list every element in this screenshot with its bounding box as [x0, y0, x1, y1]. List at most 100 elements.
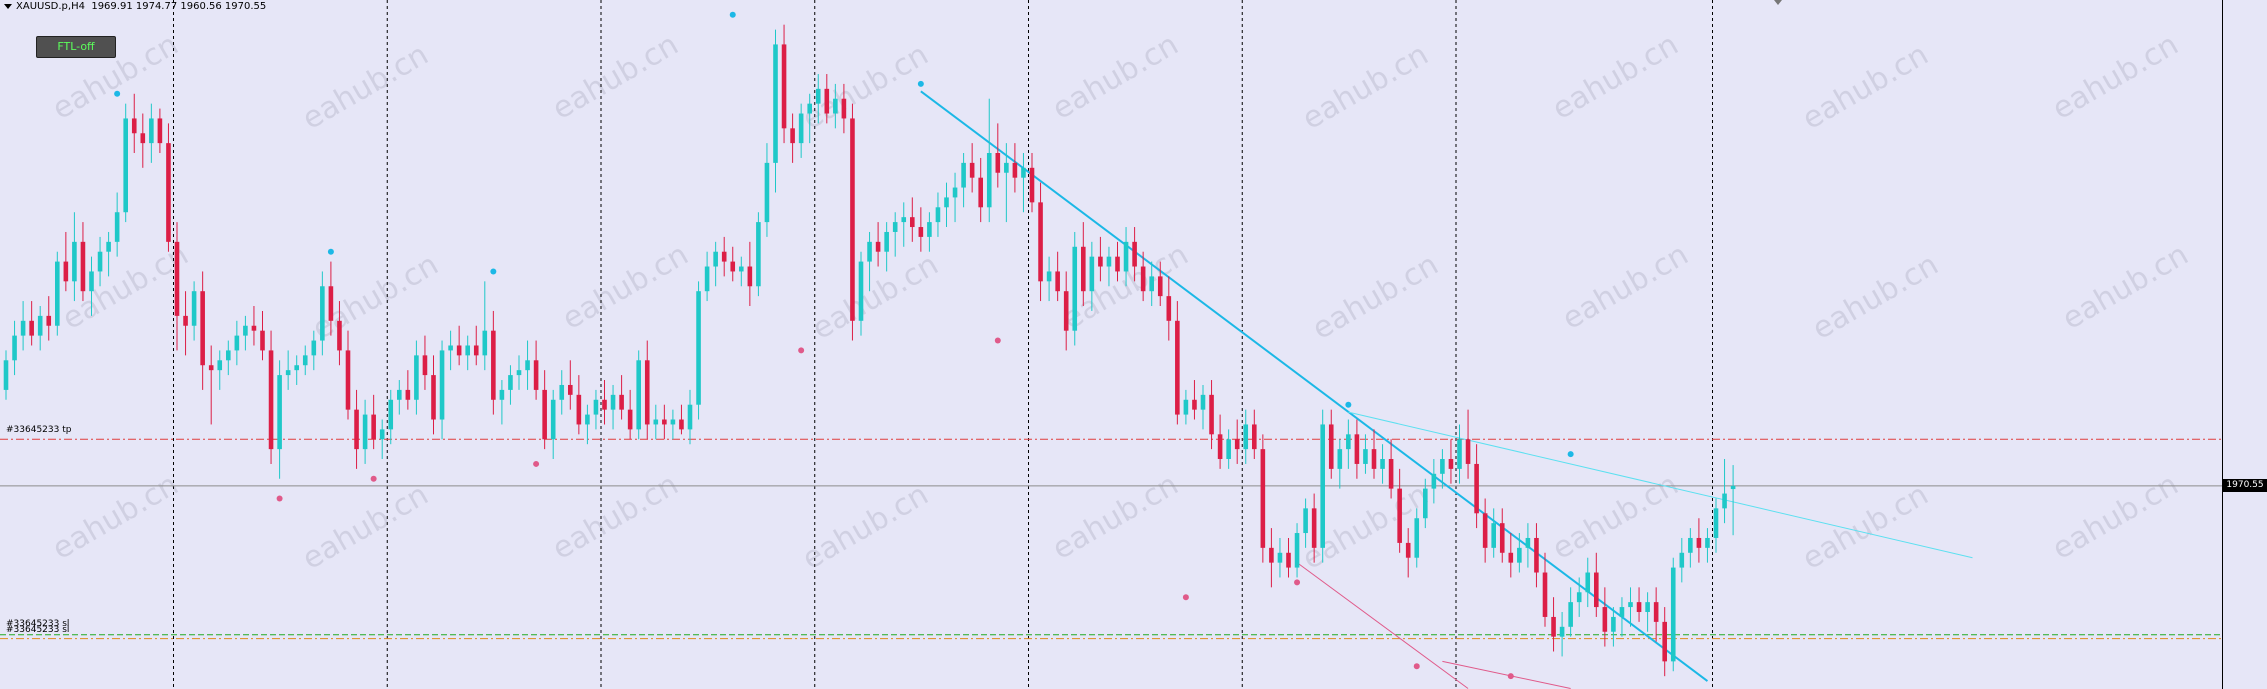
candle-body-bear: [602, 399, 607, 410]
candle-body-bull: [55, 261, 60, 326]
watermark-text: eahub.cn: [1297, 37, 1435, 137]
candle-body-bull: [1705, 537, 1710, 548]
candle-body-bear: [491, 330, 496, 400]
candle-body-bear: [157, 118, 163, 144]
candle-body-bear: [1209, 394, 1214, 435]
candle-body-bull: [739, 266, 744, 272]
candle-body-bull: [1200, 394, 1206, 410]
candle-body-bear: [978, 177, 983, 208]
candle-body-bull: [1431, 473, 1437, 489]
candle-body-bull: [243, 325, 248, 336]
candle-body-bull: [1123, 241, 1129, 272]
candle-body-bear: [131, 118, 137, 134]
candle-body-bull: [465, 345, 470, 356]
fractal-down-marker: [994, 337, 1001, 344]
candle-body-bear: [1157, 276, 1163, 297]
candle-body-bear: [422, 355, 428, 376]
candle-body-bull: [1628, 602, 1633, 608]
candle-body-bull: [1722, 493, 1727, 509]
candle-body-bull: [388, 399, 394, 430]
fractal-up-marker: [729, 11, 736, 18]
watermark-text: eahub.cn: [1547, 27, 1685, 127]
candle-body-bull: [704, 266, 710, 292]
candle-body-bull: [525, 360, 530, 371]
candle-body-bull: [149, 118, 154, 144]
candle-body-bull: [123, 118, 128, 213]
candle-body-bull: [593, 399, 599, 415]
watermark-text: eahub.cn: [797, 477, 935, 577]
candle-body-bull: [294, 365, 299, 371]
candle-body-bull: [559, 384, 565, 400]
candle-body-bull: [1576, 592, 1582, 603]
sl-level-label-2: #33645233 sl: [6, 625, 70, 635]
watermark-text: eahub.cn: [547, 467, 685, 567]
watermark-text: eahub.cn: [1297, 477, 1435, 577]
candle-body-bull: [1713, 508, 1719, 538]
candle-body-bull: [320, 286, 325, 341]
chart-shift-marker-icon[interactable]: [1774, 0, 1782, 5]
candle-body-bull: [89, 271, 94, 292]
candle-body-bear: [1166, 296, 1172, 321]
candle-body-bull: [1294, 533, 1300, 568]
candle-body-bear: [1192, 399, 1197, 410]
candle-body-bear: [1029, 167, 1035, 203]
candle-body-bear: [969, 162, 975, 178]
candle-body-bear: [337, 320, 342, 351]
ftl-toggle-button[interactable]: FTL-off: [36, 36, 116, 58]
fractal-down-marker: [276, 495, 283, 502]
candle-body-bear: [1252, 424, 1257, 450]
candle-body-bull: [550, 399, 556, 440]
candle-body-bear: [1653, 602, 1659, 622]
watermark-text: eahub.cn: [2047, 467, 2185, 567]
candle-body-bull: [670, 419, 676, 425]
candle-body-bear: [576, 394, 582, 425]
candle-body-bear: [260, 330, 265, 351]
candle-body-bull: [1568, 602, 1573, 627]
collapse-triangle-icon[interactable]: [4, 3, 12, 9]
candle-body-bear: [1098, 256, 1103, 267]
candle-body-bear: [1397, 488, 1402, 543]
candle-body-bear: [1115, 256, 1120, 272]
candle-body-bear: [918, 227, 924, 237]
candle-body-bull: [1423, 488, 1428, 519]
candle-body-bear: [644, 360, 650, 425]
candle-body-bear: [1328, 424, 1334, 469]
candle-body-bull: [217, 360, 223, 371]
candle-body-bull: [277, 375, 282, 450]
ohlc-readout: 1969.91 1974.77 1960.56 1970.55: [91, 1, 267, 12]
trendline-low2: [1442, 660, 1571, 689]
candle-body-bull: [414, 355, 419, 400]
candle-body-bull: [1183, 399, 1189, 415]
candle-body-bear: [662, 419, 667, 425]
trendline-main: [920, 90, 1709, 682]
candle-body-bull: [1670, 567, 1676, 662]
candle-body-bear: [1696, 537, 1702, 548]
fractal-up-marker: [327, 248, 334, 255]
candle-body-bear: [1662, 621, 1667, 662]
candle-body-bull: [1072, 246, 1078, 331]
watermark-text: eahub.cn: [47, 467, 185, 567]
fractal-down-marker: [798, 347, 805, 354]
candle-body-bear: [781, 44, 787, 129]
candle-body-bull: [1611, 616, 1616, 632]
candle-body-bull: [1688, 537, 1693, 553]
candle-body-bull: [37, 315, 43, 336]
candle-body-bull: [285, 370, 291, 376]
candle-body-bull: [439, 350, 445, 420]
candle-body-bear: [824, 88, 830, 114]
candle-body-bear: [747, 266, 753, 287]
candle-body-bull: [397, 389, 402, 400]
candle-body-bull: [311, 340, 317, 356]
price-axis[interactable]: [2222, 0, 2267, 689]
candle-body-bull: [687, 404, 693, 430]
candle-body-bear: [995, 153, 1001, 173]
candle-body-bull: [302, 355, 308, 366]
candle-body-bear: [542, 389, 547, 440]
candle-body-bull: [713, 251, 718, 267]
candle-body-bear: [354, 409, 359, 450]
candle-body-bear: [1636, 602, 1642, 613]
candle-body-bear: [371, 414, 376, 440]
candle-body-bull: [935, 207, 941, 223]
